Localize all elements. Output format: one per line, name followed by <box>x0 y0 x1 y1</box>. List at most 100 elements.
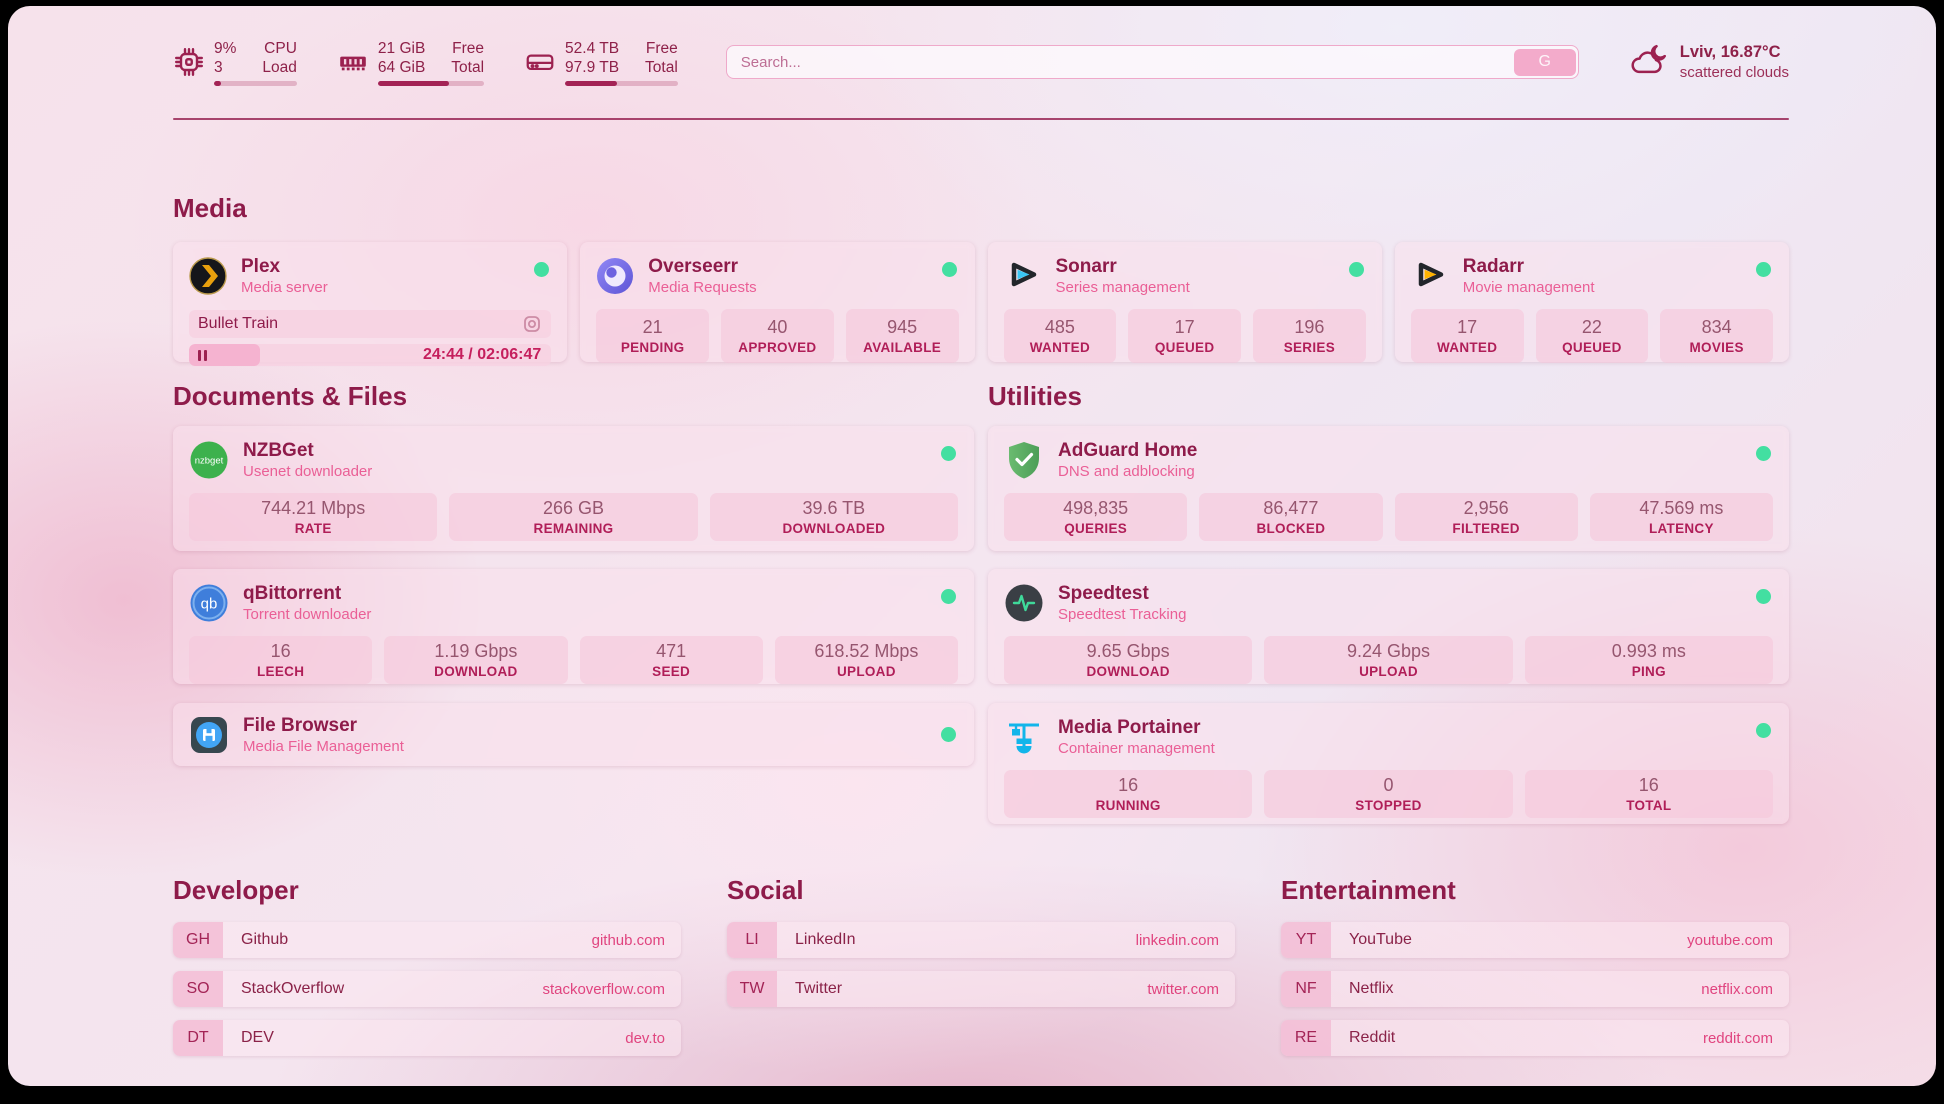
search-bar: G <box>725 45 1579 79</box>
stat-stopped: 0 STOPPED <box>1264 770 1513 818</box>
status-dot <box>941 589 956 604</box>
bookmark-twitter[interactable]: TW Twitter twitter.com <box>727 971 1235 1007</box>
service-name: Media Portainer <box>1058 717 1201 738</box>
stat-total: 16 TOTAL <box>1524 770 1773 818</box>
portainer-icon <box>1004 717 1044 757</box>
bookmark-name: StackOverflow <box>241 980 345 997</box>
service-card-filebrowser[interactable]: File Browser Media File Management <box>173 703 974 766</box>
disk-free-value: 52.4 TB <box>565 39 620 57</box>
svg-text:nzbget: nzbget <box>195 456 224 467</box>
bookmark-stackoverflow[interactable]: SO StackOverflow stackoverflow.com <box>173 971 681 1007</box>
stat-queued: 17 QUEUED <box>1128 309 1241 363</box>
bookmark-name: Github <box>241 931 289 948</box>
filebrowser-icon <box>189 715 229 755</box>
stat-downloaded: 39.6 TB DOWNLOADED <box>709 493 958 541</box>
bookmark-url: netflix.com <box>1701 980 1773 998</box>
service-card-qbittorrent[interactable]: qb qBittorrent Torrent downloader 16 LEEC… <box>173 569 974 684</box>
service-card-overseerr[interactable]: Overseerr Media Requests 21 PENDING 40 APP… <box>580 242 975 363</box>
status-dot <box>1756 446 1771 461</box>
playback-time: 24:44 / 02:06:47 <box>422 346 542 363</box>
speedtest-icon <box>1004 583 1044 623</box>
disk-progress-bar <box>565 80 678 86</box>
bookmark-linkedin[interactable]: LI LinkedIn linkedin.com <box>727 922 1235 958</box>
bookmark-abbr: NF <box>1281 971 1331 1007</box>
bookmark-abbr: LI <box>727 922 777 958</box>
service-subtitle: Media File Management <box>243 737 404 755</box>
status-dot <box>534 262 550 277</box>
bookmark-url: dev.to <box>625 1029 665 1047</box>
service-subtitle: Media server <box>241 279 328 296</box>
memory-free-value: 21 GiB <box>377 39 426 57</box>
service-name: Speedtest <box>1058 583 1149 604</box>
qbittorrent-icon: qb <box>189 583 229 623</box>
stat-leech: 16 LEECH <box>189 636 373 684</box>
weather-location-temp: Lviv, 16.87°C <box>1679 43 1781 61</box>
bookmark-name: Twitter <box>795 980 843 997</box>
bookmark-name: Reddit <box>1349 1029 1396 1046</box>
search-input[interactable] <box>728 53 1514 71</box>
service-card-radarr[interactable]: Radarr Movie management 17 WANTED 22 QUEUE… <box>1394 242 1789 363</box>
service-subtitle: Series management <box>1055 279 1190 296</box>
bookmark-name: Netflix <box>1349 980 1394 997</box>
section-utilities: Utilities AdGuard Home DNS and adblock <box>988 380 1789 824</box>
section-title-developer: Developer <box>173 875 299 905</box>
bookmark-group-social: Social LI LinkedIn linkedin.com TW Twitt… <box>727 874 1235 1007</box>
stat-rate: 744.21 Mbps RATE <box>189 493 438 541</box>
service-card-nzbget[interactable]: nzbget NZBGet Usenet downloader 744.21 M… <box>173 426 974 551</box>
stat-upload: 9.24 Gbps UPLOAD <box>1264 636 1513 684</box>
bookmark-abbr: GH <box>173 922 223 958</box>
disk-icon <box>524 46 556 78</box>
memory-free-label: Free <box>452 39 485 57</box>
svg-text:qb: qb <box>201 596 218 613</box>
bookmark-youtube[interactable]: YT YouTube youtube.com <box>1281 922 1789 958</box>
service-name: Sonarr <box>1055 256 1117 277</box>
bookmark-name: DEV <box>241 1029 274 1046</box>
service-subtitle: DNS and adblocking <box>1058 463 1195 480</box>
status-dot <box>1756 262 1771 277</box>
service-card-speedtest[interactable]: Speedtest Speedtest Tracking 9.65 Gbps DO… <box>988 569 1789 684</box>
service-card-adguard[interactable]: AdGuard Home DNS and adblocking 498,835 Q… <box>988 426 1789 551</box>
bookmark-netflix[interactable]: NF Netflix netflix.com <box>1281 971 1789 1007</box>
cpu-load-value: 3 <box>214 58 223 76</box>
memory-progress-bar <box>377 80 485 86</box>
disk-total-label: Total <box>645 58 678 76</box>
bookmark-abbr: SO <box>173 971 223 1007</box>
plex-icon <box>189 257 227 295</box>
stat-queries: 498,835 QUERIES <box>1004 493 1188 541</box>
bookmark-group-developer: Developer GH Github github.com SO StackO… <box>173 874 681 1056</box>
bookmark-url: twitter.com <box>1147 980 1219 998</box>
stat-movies: 834 MOVIES <box>1660 309 1773 363</box>
bookmark-abbr: RE <box>1281 1020 1331 1056</box>
now-playing-row: Bullet Train <box>189 310 552 338</box>
service-name: Overseerr <box>648 256 739 277</box>
section-title-entertainment: Entertainment <box>1281 875 1456 905</box>
service-card-sonarr[interactable]: Sonarr Series management 485 WANTED 17 QUE… <box>987 242 1382 363</box>
ram-icon <box>337 46 369 78</box>
service-card-portainer[interactable]: Media Portainer Container management 16 R… <box>988 703 1789 824</box>
service-subtitle: Usenet downloader <box>243 463 373 480</box>
service-card-plex[interactable]: Plex Media server Bullet Train <box>173 242 568 366</box>
bookmark-dev[interactable]: DT DEV dev.to <box>173 1020 681 1056</box>
memory-total-label: Total <box>451 58 485 76</box>
memory-widget: 21 GiB Free 64 GiB Total <box>337 39 485 86</box>
stat-running: 16 RUNNING <box>1004 770 1253 818</box>
stat-wanted: 17 WANTED <box>1410 309 1524 363</box>
overseerr-icon <box>596 257 634 295</box>
bookmark-reddit[interactable]: RE Reddit reddit.com <box>1281 1020 1789 1056</box>
bookmark-url: linkedin.com <box>1135 931 1219 949</box>
section-media: Media Plex Media server <box>173 192 1789 366</box>
service-subtitle: Media Requests <box>648 279 757 296</box>
stat-latency: 47.569 ms LATENCY <box>1589 493 1773 541</box>
bookmark-abbr: YT <box>1281 922 1331 958</box>
bookmark-name: YouTube <box>1349 931 1412 948</box>
section-title-media: Media <box>173 193 247 223</box>
search-provider-button[interactable]: G <box>1513 48 1576 76</box>
status-dot <box>1348 262 1364 277</box>
stat-approved: 40 APPROVED <box>721 309 834 363</box>
stat-pending: 21 PENDING <box>596 309 709 363</box>
bookmark-url: youtube.com <box>1687 931 1773 949</box>
memory-total-value: 64 GiB <box>377 58 426 76</box>
stat-filtered: 2,956 FILTERED <box>1394 493 1578 541</box>
stat-series: 196 SERIES <box>1253 309 1366 363</box>
bookmark-github[interactable]: GH Github github.com <box>173 922 681 958</box>
